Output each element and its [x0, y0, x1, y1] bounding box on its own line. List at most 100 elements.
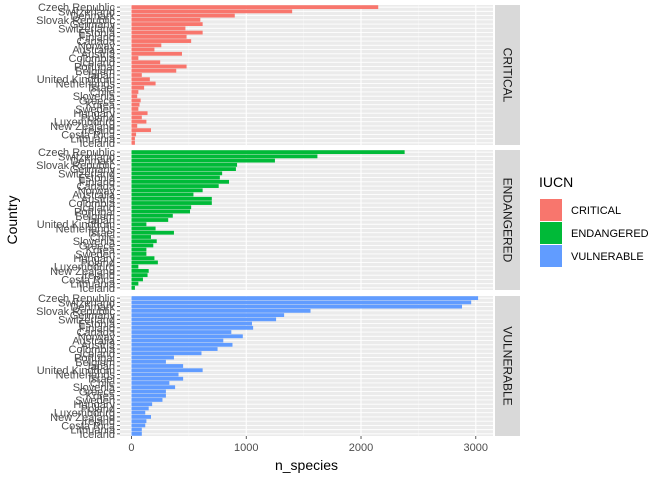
bar-vulnerable — [131, 427, 142, 432]
bar-endangered — [131, 150, 405, 155]
bar-endangered — [131, 213, 173, 218]
y-tick-label: Australia — [72, 45, 116, 57]
y-tick-label: Poland — [81, 257, 115, 269]
y-tick-label: Slovenia — [73, 382, 116, 394]
bar-critical — [131, 132, 137, 137]
bar-endangered — [131, 196, 212, 201]
facet-strip-label: ENDANGERED — [501, 178, 515, 263]
y-tick-label: Portugal — [74, 62, 115, 74]
y-tick-label: Norway — [78, 40, 116, 52]
bar-endangered — [131, 226, 156, 231]
bar-vulnerable — [131, 376, 184, 381]
bar-critical — [131, 94, 138, 99]
y-tick-label: Canada — [76, 181, 115, 193]
y-tick-label: Korea — [86, 391, 116, 403]
y-tick-label: Poland — [81, 403, 115, 415]
y-tick-label: Switzerland — [58, 151, 115, 163]
bar-critical — [131, 60, 161, 65]
y-tick-label: Luxembourg — [54, 408, 115, 420]
y-tick-label: Poland — [81, 112, 115, 124]
y-tick-label: Korea — [86, 245, 116, 257]
y-tick-label: Greece — [79, 386, 115, 398]
y-tick-label: Colombia — [69, 344, 116, 356]
x-tick-label: 1000 — [234, 442, 258, 454]
y-tick-label: Netherlands — [56, 78, 116, 90]
legend-label: ENDANGERED — [571, 228, 649, 240]
bar-endangered — [131, 167, 236, 171]
y-tick-label: New Zealand — [50, 412, 115, 424]
y-tick-label: Chile — [90, 378, 115, 390]
y-tick-label: Costa Rica — [61, 274, 116, 286]
y-tick-label: Belgium — [75, 211, 115, 223]
bar-endangered — [131, 269, 149, 273]
bar-endangered — [131, 256, 155, 261]
y-tick-label: Slovak Republic — [36, 15, 115, 27]
bar-critical — [131, 85, 145, 90]
bar-vulnerable — [131, 334, 243, 339]
y-tick-label: Sweden — [75, 249, 115, 261]
bar-vulnerable — [131, 330, 232, 334]
bar-vulnerable — [131, 393, 166, 398]
bar-vulnerable — [131, 431, 142, 436]
bar-critical — [131, 136, 135, 141]
bar-endangered — [131, 162, 238, 167]
y-tick-label: Canada — [76, 327, 115, 339]
bar-vulnerable — [131, 415, 151, 419]
bar-critical — [131, 90, 139, 94]
y-tick-label: Iceland — [80, 283, 115, 295]
bar-endangered — [131, 205, 192, 210]
y-tick-label: Portugal — [74, 207, 115, 219]
y-tick-label: Hungary — [73, 399, 115, 411]
y-tick-label: Canada — [76, 36, 115, 48]
facet-strip — [495, 150, 520, 290]
bar-vulnerable — [131, 342, 233, 347]
bar-critical — [131, 26, 186, 31]
x-axis-title: n_species — [275, 457, 338, 473]
y-tick-label: Norway — [78, 185, 116, 197]
bar-endangered — [131, 192, 194, 197]
bar-vulnerable — [131, 351, 202, 356]
y-tick-label: Switzerland — [58, 314, 115, 326]
bar-critical — [131, 81, 156, 86]
y-tick-label: Finland — [79, 177, 115, 189]
bar-endangered — [131, 175, 220, 180]
y-tick-label: Finland — [79, 32, 115, 44]
bar-endangered — [131, 222, 147, 227]
bar-vulnerable — [131, 359, 166, 364]
bar-endangered — [131, 158, 275, 163]
y-tick-label: Ireland — [81, 270, 115, 282]
y-tick-label: Switzerland — [58, 6, 115, 18]
bar-vulnerable — [131, 419, 147, 424]
bar-vulnerable — [131, 410, 146, 415]
y-tick-label: Greece — [79, 240, 115, 252]
y-tick-label: Estonia — [78, 173, 116, 185]
y-tick-label: Denmark — [70, 11, 115, 23]
bar-critical — [131, 119, 147, 124]
bar-vulnerable — [131, 381, 170, 385]
bar-endangered — [131, 171, 223, 176]
bar-vulnerable — [131, 308, 311, 313]
facet-strip — [495, 5, 520, 145]
bar-endangered — [131, 235, 151, 239]
facet-strip — [495, 296, 520, 436]
y-tick-label: Belgium — [75, 357, 115, 369]
bar-endangered — [131, 285, 135, 290]
y-tick-label: United Kingdom — [37, 365, 115, 377]
legend-swatch — [540, 199, 562, 221]
y-tick-label: Colombia — [69, 53, 116, 65]
y-tick-label: Austria — [81, 49, 116, 61]
y-tick-label: Colombia — [69, 198, 116, 210]
bar-critical — [131, 51, 182, 56]
bar-critical — [131, 43, 162, 48]
bar-critical — [131, 115, 142, 120]
y-tick-label: Luxembourg — [54, 117, 115, 129]
bar-critical — [131, 73, 142, 77]
y-tick-label: Portugal — [74, 353, 115, 365]
bar-endangered — [131, 188, 203, 193]
x-tick-label: 0 — [128, 442, 134, 454]
y-tick-label: New Zealand — [50, 121, 115, 133]
y-tick-label: Switzerland — [58, 297, 115, 309]
bar-vulnerable — [131, 389, 166, 394]
y-tick-label: Iceland — [80, 138, 115, 150]
y-tick-label: Switzerland — [58, 168, 115, 180]
